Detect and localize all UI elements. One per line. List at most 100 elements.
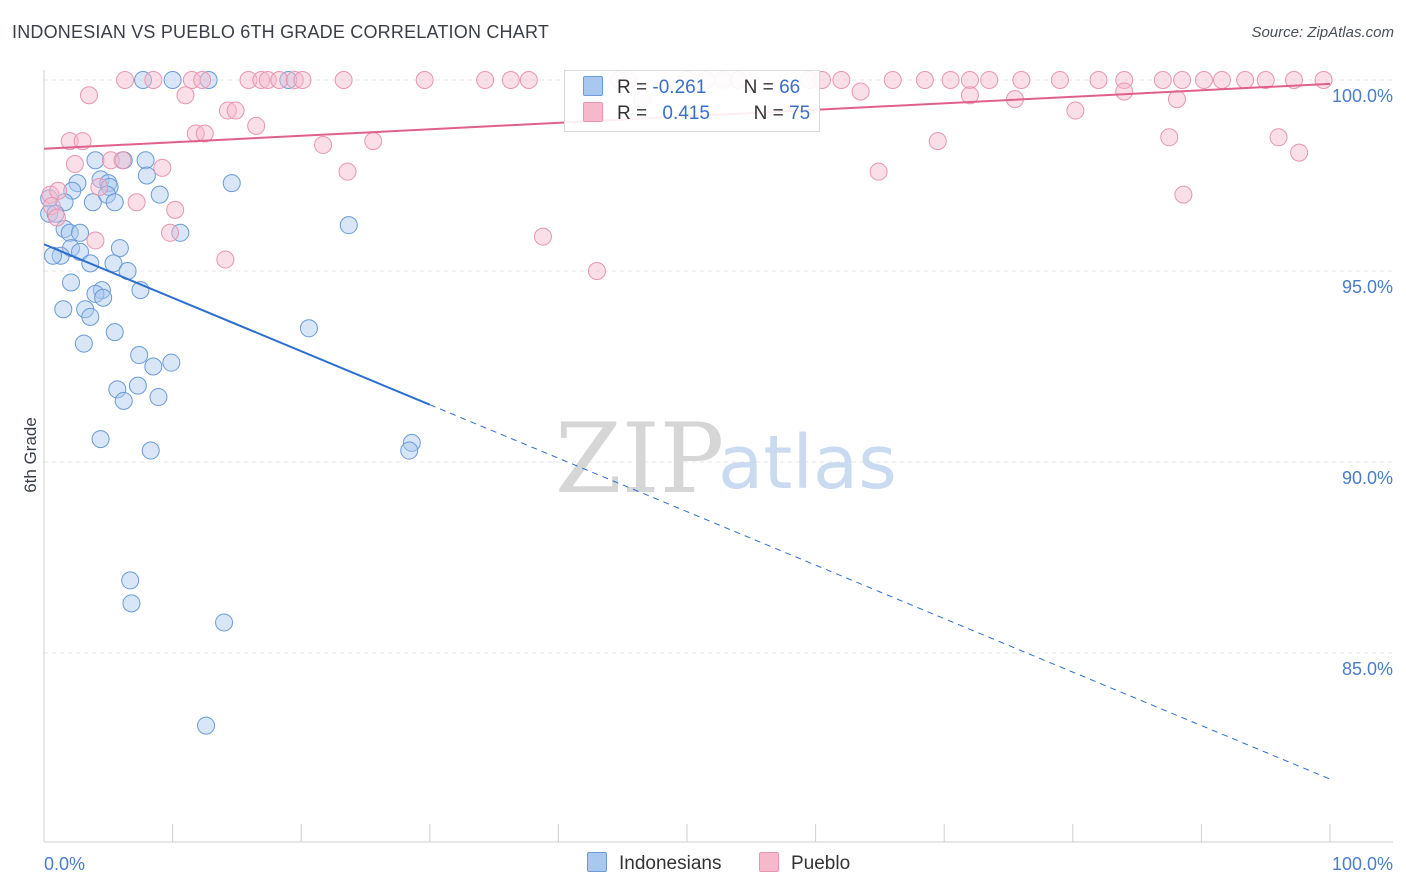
pueblo-point (239, 71, 258, 89)
pueblo-point (166, 200, 185, 219)
pueblo-point (1115, 82, 1134, 101)
indonesians-point (279, 71, 298, 89)
indonesians-point (71, 223, 90, 242)
pueblo-point (1236, 71, 1255, 89)
indonesians-point (62, 273, 81, 292)
pueblo-point (176, 86, 195, 105)
indonesians-point (54, 300, 73, 319)
indonesians-point (74, 334, 93, 353)
indonesians-n-label: N = (743, 77, 774, 98)
pueblo-point (247, 116, 266, 135)
pueblo-point (80, 86, 99, 105)
stats-legend: R = -0.261 N = 66 R = 0.415 N = 75 (564, 70, 820, 132)
indonesians-point (197, 716, 216, 735)
indonesians-point (150, 185, 169, 204)
indonesians-point (137, 166, 156, 185)
pueblo-point (832, 71, 851, 89)
pueblo-point (915, 71, 934, 89)
series-legend: Indonesians Pueblo (0, 852, 1406, 878)
pueblo-point (1194, 71, 1213, 89)
pueblo-point (270, 71, 289, 89)
indonesians-point (130, 346, 149, 365)
pueblo-point (73, 132, 92, 151)
pueblo-point (218, 101, 237, 120)
pueblo-legend-swatch (759, 852, 779, 872)
pueblo-point (364, 132, 383, 151)
indonesians-point (121, 571, 140, 590)
grid-lines (44, 79, 1393, 654)
y-tick-label: 100.0% (1332, 86, 1393, 106)
pueblo-point (153, 158, 172, 177)
pueblo-point (182, 71, 201, 89)
pueblo-point (60, 132, 79, 151)
indonesians-point (81, 307, 100, 326)
indonesians-point (122, 594, 141, 613)
pueblo-point (285, 71, 304, 89)
pueblo-point (49, 181, 68, 200)
pueblo-point (1153, 71, 1172, 89)
indonesians-point (83, 193, 102, 212)
pueblo-point (1212, 71, 1231, 89)
pueblo-point (1050, 71, 1069, 89)
pueblo-point (869, 162, 888, 181)
pueblo-point (127, 193, 146, 212)
indonesians-point (222, 174, 241, 193)
indonesians-r-value: -0.261 (652, 77, 707, 98)
indonesians-point (108, 380, 127, 399)
indonesians-point (62, 239, 81, 258)
pueblo-point (533, 227, 552, 246)
indonesians-point (110, 239, 129, 258)
legend-item-pueblo[interactable]: Pueblo (759, 852, 850, 875)
pueblo-point (1173, 71, 1192, 89)
indonesians-point (136, 151, 155, 170)
watermark-atlas: atlas (718, 420, 897, 506)
axes (43, 70, 1393, 843)
pueblo-point (144, 71, 163, 89)
indonesians-trend-line (43, 243, 431, 406)
pueblo-point (960, 86, 979, 105)
legend-item-indonesians[interactable]: Indonesians (587, 852, 721, 875)
pueblo-n-label: N = (753, 103, 784, 124)
pueblo-swatch (583, 102, 603, 122)
y-tick-label: 85.0% (1342, 659, 1393, 679)
indonesians-point (105, 193, 124, 212)
indonesians-point (163, 71, 182, 89)
pueblo-point (1160, 128, 1179, 147)
pueblo-point (883, 71, 902, 89)
indonesians-point (400, 441, 419, 460)
indonesians-point (162, 353, 181, 372)
indonesians-n-value: 66 (779, 77, 801, 98)
pueblo-point (960, 71, 979, 89)
indonesians-point (60, 223, 79, 242)
pueblo-point (334, 71, 353, 89)
pueblo-point (851, 82, 870, 101)
pueblo-point (980, 71, 999, 89)
indonesians-point (71, 242, 90, 261)
y-axis-label: 6th Grade (21, 417, 40, 493)
indonesians-r-label: R = (617, 77, 648, 98)
indonesians-points (40, 71, 421, 735)
indonesians-point (144, 357, 163, 376)
indonesians-point (91, 430, 110, 449)
indonesians-legend-swatch (587, 852, 607, 872)
pueblo-point (1290, 143, 1309, 162)
pueblo-point (519, 71, 538, 89)
pueblo-point (65, 155, 84, 174)
pueblo-point (195, 124, 214, 143)
x-tick-max: 100.0% (1332, 854, 1393, 874)
legend-row-pueblo: R = 0.415 N = 75 (583, 102, 810, 128)
pueblo-point (116, 71, 135, 89)
indonesians-point (215, 613, 234, 632)
pueblo-point (42, 197, 61, 216)
y-tick-label: 95.0% (1342, 277, 1393, 297)
indonesians-point (128, 376, 147, 395)
pueblo-point (90, 177, 109, 196)
indonesians-point (98, 185, 117, 204)
indonesians-point (114, 391, 133, 410)
pueblo-point (226, 101, 245, 120)
pueblo-point (476, 71, 495, 89)
y-tick-label: 90.0% (1342, 468, 1393, 488)
pueblo-point (314, 135, 333, 154)
indonesians-legend-label: Indonesians (619, 853, 722, 874)
